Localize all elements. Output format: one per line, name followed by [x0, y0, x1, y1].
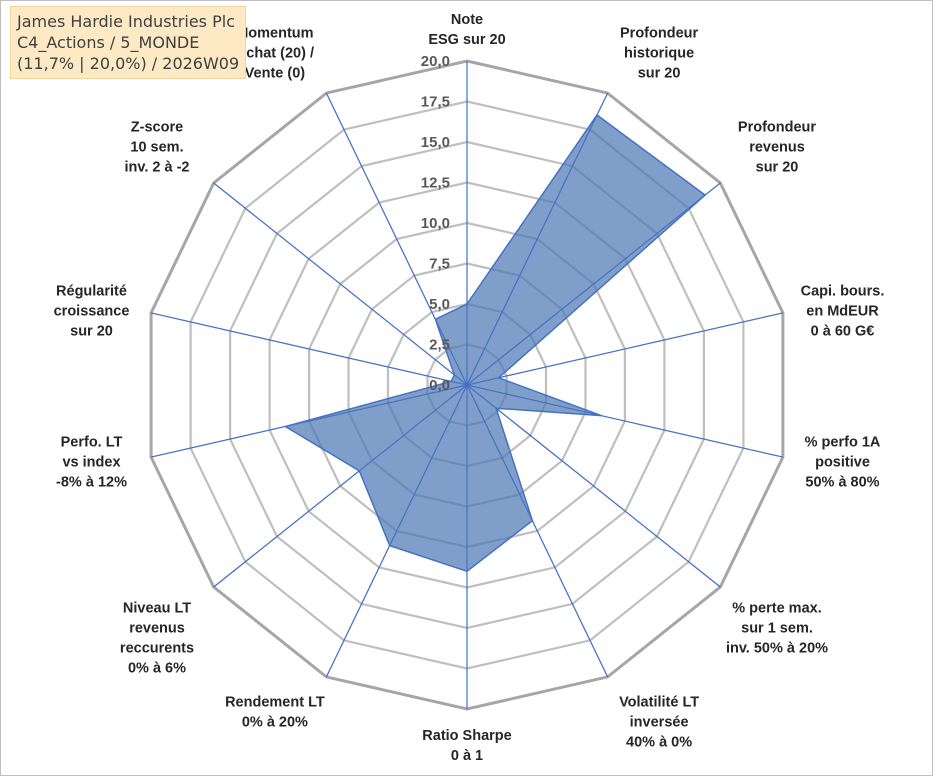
axis-spoke-overlay [466, 312, 784, 386]
axis-label: Momentum Achat (20) / Vente (0) [236, 26, 314, 82]
axis-spoke-overlay [466, 384, 721, 588]
axis-label: Note ESG sur 20 [428, 12, 505, 48]
category-label: C4_Actions / 5_MONDE [17, 33, 200, 52]
axis-label: Ratio Sharpe 0 à 1 [422, 728, 511, 764]
axis-label: Profondeur revenus sur 20 [738, 120, 816, 176]
axis-spoke-overlay [466, 384, 609, 678]
axis-spoke-overlay [150, 384, 468, 458]
axis-label: Volatilité LT inversée 40% à 0% [619, 694, 699, 750]
axis-spoke-overlay [213, 384, 468, 588]
series-area [283, 113, 707, 573]
axis-label: Z-score 10 sem. inv. 2 à -2 [124, 120, 189, 176]
axis-spoke-overlay [466, 182, 721, 386]
company-name: James Hardie Industries Plc [17, 12, 235, 31]
tick-label: 0,0 [429, 377, 450, 394]
info-box: James Hardie Industries Plc C4_Actions /… [10, 6, 246, 79]
axis-label: % perfo 1A positive 50% à 80% [805, 434, 881, 490]
axis-spoke-overlay [213, 182, 468, 386]
axis-label: Profondeur historique sur 20 [620, 26, 698, 82]
axis-spoke-overlay [325, 384, 468, 678]
period-label: (11,7% | 20,0%) / 2026W09 [17, 54, 240, 73]
axis-spoke-overlay [325, 92, 468, 386]
radar-series [150, 61, 784, 709]
axis-label: Perfo. LT vs index -8% à 12% [56, 434, 127, 490]
tick-label: 7,5 [429, 256, 450, 273]
radar-axis-labels: Note ESG sur 20 Profondeur historique sur 20… [54, 12, 885, 764]
axis-label: % perte max. sur 1 sem. inv. 50% à 20% [726, 600, 828, 656]
axis-spoke-overlay [466, 92, 609, 386]
axis-label: Régularité croissance sur 20 [54, 284, 130, 340]
tick-label: 15,0 [421, 134, 450, 151]
axis-label: Capi. bours. en MdEUR 0 à 60 G€ [801, 284, 885, 340]
axis-label: Rendement LT 0% à 20% [225, 694, 325, 730]
tick-label: 5,0 [429, 296, 450, 313]
axis-spoke-overlay [466, 384, 784, 458]
axis-label: Niveau LT revenus reccurents 0% à 6% [120, 600, 194, 676]
tick-label: 17,5 [421, 94, 450, 111]
tick-label: 10,0 [421, 215, 450, 232]
radar-tick-labels: 0,0 2,5 5,0 7,5 10,0 12,5 15,0 17,5 20,0 [421, 53, 450, 394]
axis-spoke-overlay [150, 312, 468, 386]
tick-label: 20,0 [421, 53, 450, 70]
tick-label: 2,5 [429, 337, 450, 354]
tick-label: 12,5 [421, 175, 450, 192]
